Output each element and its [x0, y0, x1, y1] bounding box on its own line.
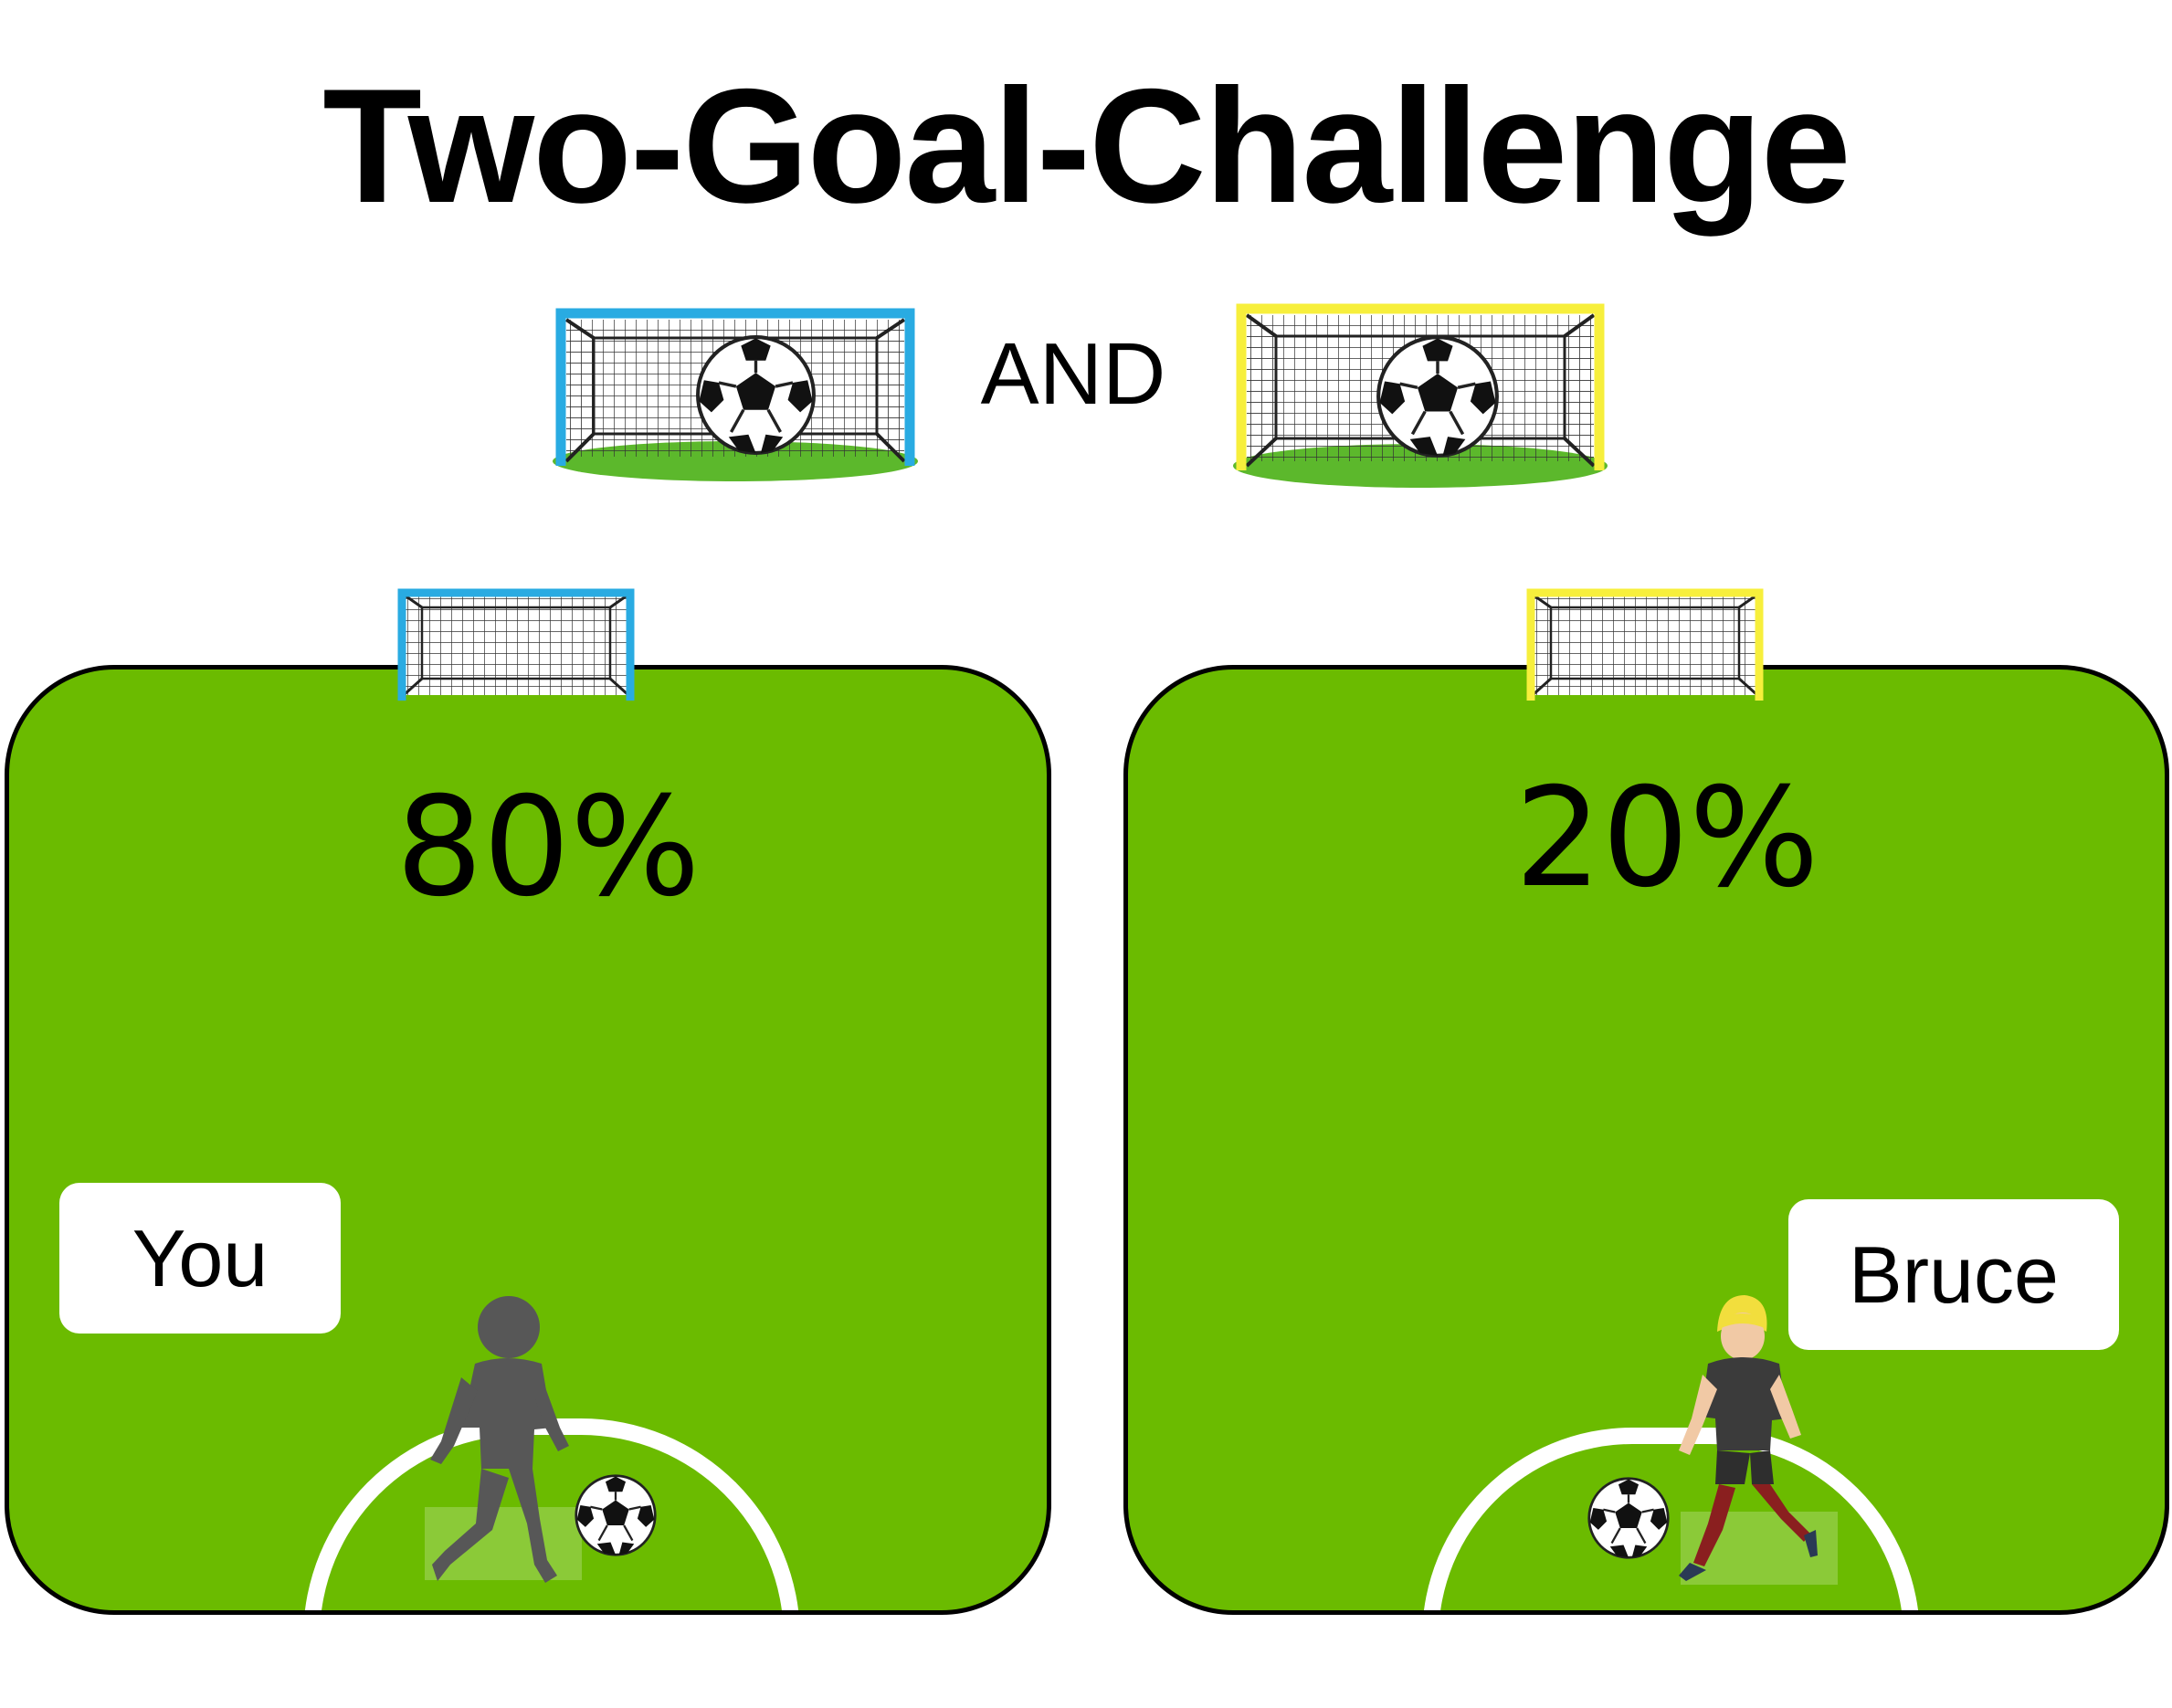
and-connector: AND [980, 325, 1166, 423]
player-name-you: You [59, 1183, 341, 1334]
soccer-ball-icon [575, 1474, 657, 1556]
right-field: 20% Bruce [1123, 665, 2169, 1615]
page-title: Two-Goal-Challenge [322, 55, 1851, 237]
yellow-goal-icon [1233, 303, 1608, 488]
player-bruce-icon [1679, 1295, 1818, 1581]
yellow-small-goal-icon [1526, 588, 1764, 701]
percent-left: 80% [395, 768, 701, 927]
blue-goal-icon [553, 308, 918, 481]
player-name-bruce: Bruce [1788, 1199, 2119, 1350]
soccer-ball-icon [1587, 1477, 1670, 1559]
blue-small-goal-icon [397, 588, 635, 701]
percent-right: 20% [1514, 759, 1819, 918]
kick-spot [425, 1507, 582, 1580]
left-field: 80% You [5, 665, 1051, 1615]
goal-frame [555, 308, 915, 466]
player-silhouette-icon [430, 1296, 569, 1583]
